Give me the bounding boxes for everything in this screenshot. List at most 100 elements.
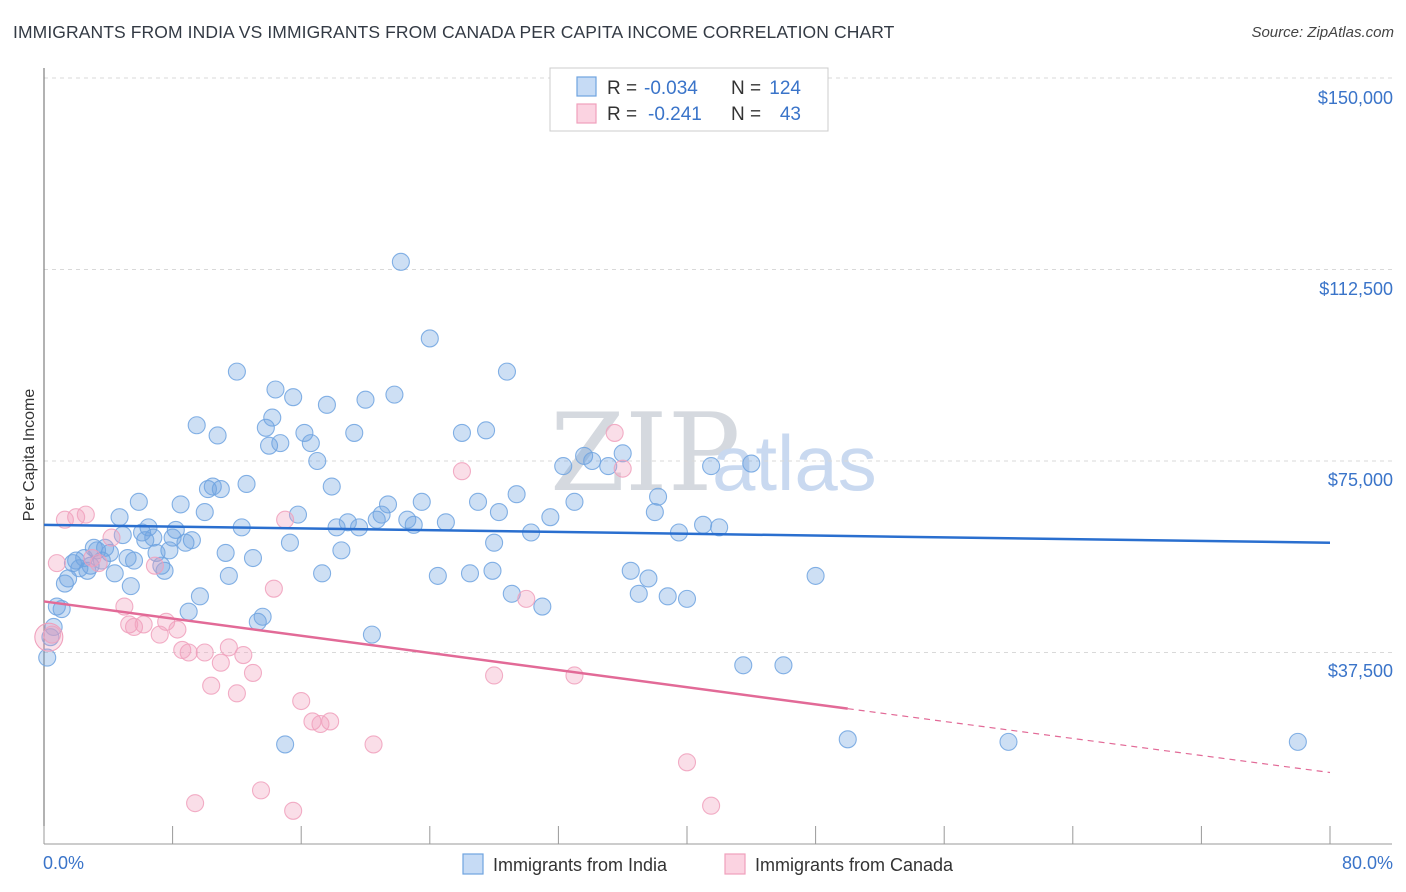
india-point xyxy=(583,451,602,471)
india-point xyxy=(284,388,303,407)
canada-point xyxy=(195,643,214,662)
canada-point xyxy=(219,638,238,657)
india-point xyxy=(276,735,295,754)
india-point xyxy=(152,556,171,575)
canada-point xyxy=(42,625,62,644)
india-point xyxy=(694,515,713,534)
canada-point xyxy=(321,712,340,731)
stats-india-n-label: N = xyxy=(731,78,761,99)
chart-title: IMMIGRANTS FROM INDIA VS IMMIGRANTS FROM… xyxy=(13,22,895,42)
india-point xyxy=(105,564,124,583)
india-point xyxy=(554,457,573,476)
canada-point xyxy=(452,462,472,481)
canada-point xyxy=(179,643,198,662)
india-point xyxy=(710,518,729,537)
india-point xyxy=(338,513,357,532)
source-label: Source: ZipAtlas.com xyxy=(1251,24,1394,41)
india-point xyxy=(356,390,375,409)
india-point xyxy=(639,569,658,588)
y-tick-label-37500: $37,500 xyxy=(1328,661,1393,681)
india-point xyxy=(362,625,381,644)
canada-point xyxy=(102,528,121,547)
stats-india-n-value: 124 xyxy=(769,78,801,99)
india-point xyxy=(38,648,57,667)
india-point xyxy=(179,602,198,621)
india-point xyxy=(110,508,129,527)
canada-point xyxy=(364,735,383,754)
india-point xyxy=(121,577,140,596)
x-ticks xyxy=(43,826,1331,844)
india-point xyxy=(629,584,648,603)
india-point xyxy=(55,574,74,593)
canada-point xyxy=(605,423,624,442)
india-point xyxy=(702,457,721,476)
india-point xyxy=(216,543,235,562)
canada-point xyxy=(227,684,246,703)
stats-box: R = -0.034 N = 124 R = -0.241 N = 43 xyxy=(549,67,829,132)
stats-india-swatch xyxy=(576,76,597,97)
india-point xyxy=(806,566,825,585)
india-point xyxy=(565,492,584,511)
india-point xyxy=(129,492,148,511)
india-point xyxy=(100,543,119,562)
trend-line-canada-extension xyxy=(847,708,1331,774)
india-point xyxy=(541,508,560,527)
india-point xyxy=(237,474,256,494)
canada-point xyxy=(264,579,283,598)
india-point xyxy=(497,362,517,381)
india-point xyxy=(838,730,857,749)
gridlines xyxy=(44,77,1392,653)
canada-point xyxy=(234,646,253,665)
india-point xyxy=(460,564,480,583)
india-point xyxy=(385,385,404,404)
y-tick-label-75000: $75,000 xyxy=(1328,470,1393,490)
canada-point xyxy=(613,459,632,478)
y-axis-title: Per Capita Income xyxy=(21,389,38,522)
legend: Immigrants from India Immigrants from Ca… xyxy=(462,853,954,875)
canada-point xyxy=(120,615,139,634)
stats-india-r-label: R = xyxy=(607,78,637,99)
canada-point xyxy=(517,589,536,608)
india-point xyxy=(295,423,314,442)
stats-canada-n-value: 43 xyxy=(780,104,801,125)
india-point xyxy=(420,329,439,348)
canada-point xyxy=(565,666,584,685)
india-point xyxy=(195,503,214,522)
india-point xyxy=(378,495,398,514)
india-point xyxy=(502,584,521,603)
india-point xyxy=(243,548,263,568)
india-point xyxy=(599,457,618,476)
india-point xyxy=(774,656,793,675)
india-point xyxy=(271,434,290,453)
canada-point xyxy=(292,691,311,711)
stats-canada-n-label: N = xyxy=(731,104,761,125)
y-tick-label-112500: $112,500 xyxy=(1319,279,1393,299)
canada-point xyxy=(134,615,153,634)
canada-point xyxy=(243,663,263,682)
india-point xyxy=(436,513,455,532)
y-tick-label-150000: $150,000 xyxy=(1318,88,1393,108)
india-point xyxy=(187,416,206,435)
canada-point-large xyxy=(34,622,64,652)
india-point xyxy=(677,589,697,608)
canada-point xyxy=(202,676,221,695)
y-tick-labels: $150,000 $112,500 $75,000 $37,500 xyxy=(1318,88,1393,681)
india-point xyxy=(533,597,552,616)
legend-canada-swatch xyxy=(724,853,746,875)
canada-point xyxy=(702,796,721,815)
canada-point xyxy=(89,554,108,573)
x-tick-label-max: 80.0% xyxy=(1342,853,1393,873)
india-point xyxy=(391,252,410,271)
canada-point xyxy=(168,620,187,639)
india-point xyxy=(999,732,1018,751)
stats-india-r-value: -0.034 xyxy=(644,78,698,99)
trend-lines xyxy=(43,523,1331,774)
india-point xyxy=(345,423,364,442)
india-point xyxy=(468,492,488,511)
india-point xyxy=(171,495,190,514)
india-point xyxy=(658,587,677,606)
india-point xyxy=(332,541,351,560)
india-point xyxy=(317,395,336,414)
canada-point xyxy=(211,653,230,672)
india-point xyxy=(182,531,201,550)
